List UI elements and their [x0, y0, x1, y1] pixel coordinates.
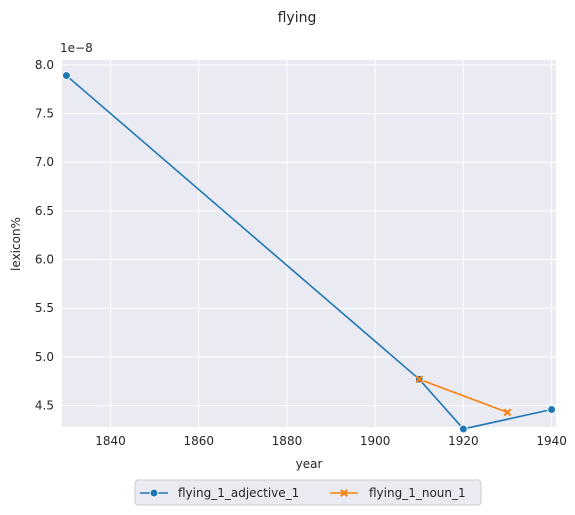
grid-lines [62, 60, 556, 427]
chart-title: flying [278, 10, 317, 26]
legend-label: flying_1_adjective_1 [178, 486, 299, 500]
x-tick-label: 1940 [536, 434, 567, 448]
legend-marker [149, 488, 159, 498]
series-line-1 [418, 378, 508, 414]
x-axis-label: year [296, 457, 323, 471]
x-tick-label: 1880 [272, 434, 303, 448]
x-tick-label: 1920 [448, 434, 479, 448]
legend-marker [340, 489, 348, 497]
data-point [61, 71, 71, 81]
legend-label: flying_1_noun_1 [369, 486, 466, 500]
x-tick-labels: 1840 1860 1880 1900 1920 1940 [95, 434, 567, 448]
y-tick-label: 6.5 [35, 204, 54, 218]
y-tick-label: 6.0 [35, 253, 54, 267]
legend: flying_1_adjective_1 flying_1_noun_1 [134, 479, 482, 506]
series-markers [61, 71, 557, 434]
y-tick-label: 7.5 [35, 107, 54, 121]
series-line-0 [65, 74, 552, 430]
data-point [415, 375, 424, 384]
legend-frame [134, 479, 482, 506]
y-tick-label: 7.0 [35, 155, 54, 169]
y-offset-label: 1e−8 [60, 41, 93, 55]
x-tick-label: 1900 [360, 434, 391, 448]
x-tick-label: 1860 [183, 434, 214, 448]
data-point [547, 404, 557, 414]
y-tick-label: 5.5 [35, 301, 54, 315]
y-tick-label: 4.5 [35, 399, 54, 413]
data-point [458, 424, 468, 434]
y-tick-label: 8.0 [35, 58, 54, 72]
x-tick-label: 1840 [95, 434, 126, 448]
series-lines [65, 74, 552, 430]
y-tick-label: 5.0 [35, 350, 54, 364]
plot-background [62, 60, 556, 427]
y-tick-labels: 4.5 5.0 5.5 6.0 6.5 7.0 7.5 8.0 [35, 58, 54, 413]
y-axis-label: lexicon% [9, 217, 23, 271]
data-point [503, 408, 512, 417]
